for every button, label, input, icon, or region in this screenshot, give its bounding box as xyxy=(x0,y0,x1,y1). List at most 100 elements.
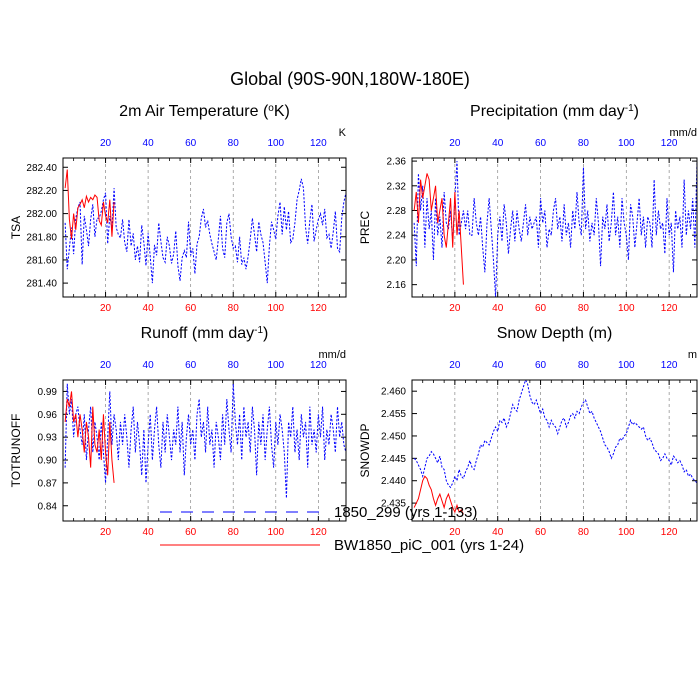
y-tick-label: 2.20 xyxy=(387,255,407,266)
y-tick-label: 2.450 xyxy=(381,431,406,442)
bottom-tick-label: 60 xyxy=(535,303,547,314)
panel-title-tsa: 2m Air Temperature (oK) xyxy=(119,103,290,121)
bottom-tick-label: 60 xyxy=(185,527,197,538)
top-tick-label: 20 xyxy=(100,360,112,371)
panel-title-tail: ) xyxy=(634,103,639,120)
y-axis-label-tsa: TSA xyxy=(9,216,23,239)
y-tick-label: 2.16 xyxy=(387,280,407,291)
panel-tsa: 2m Air Temperature (oK) K TSA 20 20 40 40 60 60 8… xyxy=(9,103,347,315)
bottom-tick-label: 80 xyxy=(228,527,240,538)
bottom-tick-label: 20 xyxy=(100,303,112,314)
top-tick-label: 40 xyxy=(143,138,155,149)
y-tick-label: 2.440 xyxy=(381,476,406,487)
bottom-tick-label: 20 xyxy=(449,527,461,538)
legend: 1850_299 (yrs 1-133) BW1850_piC_001 (yrs… xyxy=(160,504,524,554)
y-tick-label: 0.93 xyxy=(38,433,58,444)
y-tick-label: 0.90 xyxy=(38,456,58,467)
bottom-tick-label: 40 xyxy=(492,527,504,538)
panel-prec: Precipitation (mm day-1) mm/d PREC 20 20 40 40… xyxy=(358,103,698,314)
top-tick-label: 60 xyxy=(535,360,547,371)
y-tick-label: 0.84 xyxy=(38,501,58,512)
top-tick-label: 100 xyxy=(267,360,284,371)
bottom-tick-label: 120 xyxy=(661,527,678,538)
y-tick-label: 2.24 xyxy=(387,231,407,242)
bottom-tick-label: 100 xyxy=(267,303,284,314)
plot-frame-tsa xyxy=(62,157,347,298)
bottom-tick-label: 80 xyxy=(578,527,590,538)
bottom-tick-label: 120 xyxy=(310,303,327,314)
top-tick-label: 40 xyxy=(492,360,504,371)
series-bw1850-line-snowdp xyxy=(413,475,464,515)
bottom-tick-label: 120 xyxy=(310,527,327,538)
bottom-tick-label: 40 xyxy=(492,303,504,314)
bottom-tick-label: 80 xyxy=(578,303,590,314)
y-tick-label: 2.445 xyxy=(381,454,406,465)
panel-title-sup: -1 xyxy=(254,325,263,336)
units-label-prec: mm/d xyxy=(670,127,698,139)
top-tick-label: 120 xyxy=(310,360,327,371)
panel-title-sup: -1 xyxy=(625,103,634,114)
y-tick-label: 2.460 xyxy=(381,387,406,398)
y-tick-label: 2.455 xyxy=(381,409,406,420)
top-tick-label: 100 xyxy=(267,138,284,149)
top-tick-label: 80 xyxy=(228,138,240,149)
bottom-tick-label: 100 xyxy=(267,527,284,538)
top-tick-label: 100 xyxy=(618,360,635,371)
y-tick-label: 0.87 xyxy=(38,478,58,489)
panel-title-tail: K) xyxy=(274,103,290,120)
top-tick-label: 120 xyxy=(310,138,327,149)
top-tick-label: 60 xyxy=(535,138,547,149)
plot-frame-totrunoff xyxy=(62,379,347,522)
bottom-tick-label: 60 xyxy=(185,303,197,314)
panel-snowdp: Snow Depth (m) m SNOWDP 20 20 40 40 60 60 80 80 100… xyxy=(358,325,698,538)
top-tick-label: 80 xyxy=(578,360,590,371)
panel-title-prec: Precipitation (mm day-1) xyxy=(470,103,639,121)
y-tick-label: 282.20 xyxy=(26,186,57,197)
y-axis-label-totrunoff: TOTRUNOFF xyxy=(9,414,23,488)
series-1850-299-line-tsa xyxy=(64,178,346,284)
bottom-tick-label: 40 xyxy=(143,303,155,314)
units-label-tsa: K xyxy=(339,127,347,139)
top-tick-label: 40 xyxy=(143,360,155,371)
units-label-snowdp: m xyxy=(688,349,697,361)
bottom-tick-label: 100 xyxy=(618,303,635,314)
y-tick-label: 2.435 xyxy=(381,499,406,510)
y-tick-label: 282.40 xyxy=(26,163,57,174)
series-bw1850-line-totrunoff xyxy=(64,391,115,483)
panel-title-sup: o xyxy=(268,103,274,114)
top-tick-label: 60 xyxy=(185,360,197,371)
y-tick-label: 281.80 xyxy=(26,232,57,243)
bottom-tick-label: 20 xyxy=(100,527,112,538)
series-1850-299-line-prec xyxy=(413,161,697,297)
bottom-tick-label: 60 xyxy=(535,527,547,538)
top-tick-label: 20 xyxy=(100,138,112,149)
plot-frame-prec xyxy=(411,157,698,298)
bottom-tick-label: 80 xyxy=(228,303,240,314)
y-axis-label-prec: PREC xyxy=(358,210,372,244)
top-tick-label: 120 xyxy=(661,138,678,149)
y-tick-label: 2.36 xyxy=(387,157,407,168)
panel-totrunoff: Runoff (mm day-1) mm/d TOTRUNOFF 20 20 40 40 60… xyxy=(9,325,347,538)
top-tick-label: 100 xyxy=(618,138,635,149)
panel-title-main: Snow Depth (m) xyxy=(497,325,613,342)
top-tick-label: 20 xyxy=(449,360,461,371)
top-tick-label: 60 xyxy=(185,138,197,149)
bottom-tick-label: 100 xyxy=(618,527,635,538)
y-tick-label: 0.99 xyxy=(38,387,58,398)
y-tick-label: 281.40 xyxy=(26,279,57,290)
legend-label-1850-299: 1850_299 (yrs 1-133) xyxy=(334,504,477,521)
y-tick-label: 282.00 xyxy=(26,209,57,220)
series-bw1850-line-tsa xyxy=(64,169,115,240)
top-tick-label: 120 xyxy=(661,360,678,371)
top-tick-label: 80 xyxy=(228,360,240,371)
figure-title: Global (90S-90N,180W-180E) xyxy=(230,69,470,89)
panel-title-totrunoff: Runoff (mm day-1) xyxy=(141,325,269,343)
bottom-tick-label: 40 xyxy=(143,527,155,538)
y-tick-label: 281.60 xyxy=(26,255,57,266)
y-tick-label: 2.32 xyxy=(387,181,407,192)
series-bw1850-line-prec xyxy=(413,173,464,285)
panel-title-snowdp: Snow Depth (m) xyxy=(497,325,613,342)
bottom-tick-label: 120 xyxy=(661,303,678,314)
plot-frame-snowdp xyxy=(411,379,698,522)
